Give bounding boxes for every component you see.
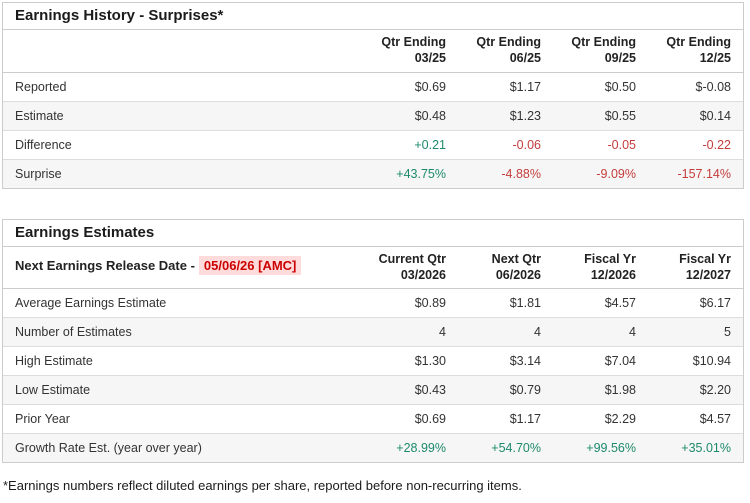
cell-value: +54.70%	[458, 433, 553, 462]
column-header-line1: Qtr Ending	[476, 35, 541, 49]
cell-value: -0.05	[553, 129, 648, 159]
earnings-history-table: Qtr Ending 03/25 Qtr Ending 06/25 Qtr En…	[3, 30, 743, 188]
cell-value: $0.89	[414, 296, 446, 310]
cell-value: $2.29	[553, 404, 648, 434]
cell-value: 4	[553, 317, 648, 347]
cell-value: $4.57	[604, 296, 636, 310]
column-header-line1: Qtr Ending	[381, 35, 446, 49]
cell-value: $0.43	[363, 375, 458, 405]
row-label: Difference	[3, 129, 363, 159]
cell-value: +28.99%	[363, 433, 458, 462]
table-row: Estimate $0.48 $1.23 $0.55 $0.14	[3, 100, 743, 130]
column-header-line1: Current Qtr	[378, 251, 446, 266]
earnings-estimates-header-row: Next Earnings Release Date -05/06/26 [AM…	[3, 246, 743, 289]
row-label: Surprise	[3, 158, 363, 188]
cell-value: $0.50	[604, 79, 636, 94]
table-row: Average Earnings Estimate $0.89 $1.81 $4.57…	[3, 289, 743, 318]
column-header-line2: 06/25	[509, 51, 541, 66]
column-header-line2: 03/2026	[400, 267, 446, 282]
cell-value: $0.55	[553, 100, 648, 130]
earnings-history-title: Earnings History - Surprises*	[3, 3, 743, 30]
column-header-fiscal-yr-2026: Fiscal Yr 12/2026	[553, 246, 648, 289]
column-header-line2: 03/25	[414, 51, 446, 66]
cell-value: $1.17	[509, 79, 541, 94]
cell-value: $1.23	[458, 100, 553, 130]
column-header-line1: Next Qtr	[491, 251, 541, 266]
row-label: Average Earnings Estimate	[15, 296, 167, 310]
cell-value: $7.04	[553, 346, 648, 376]
column-header-line2: 06/2026	[495, 267, 541, 282]
table-row: Difference +0.21 -0.06 -0.05 -0.22	[3, 129, 743, 159]
column-header-current-qtr: Current Qtr 03/2026	[363, 246, 458, 289]
column-header-line2: 12/25	[699, 51, 731, 66]
table-row: Low Estimate $0.43 $0.79 $1.98 $2.20	[3, 375, 743, 405]
cell-value: $0.48	[363, 100, 458, 130]
column-header-line1: Qtr Ending	[666, 35, 731, 49]
cell-value: $0.69	[414, 79, 446, 94]
column-header-line1: Qtr Ending	[571, 35, 636, 49]
column-header-qtr-1225: Qtr Ending 12/25	[648, 30, 743, 73]
column-header-line1: Fiscal Yr	[679, 251, 731, 266]
cell-value: $4.57	[648, 404, 743, 434]
table-row: Number of Estimates 4 4 4 5	[3, 317, 743, 347]
cell-value: $0.69	[363, 404, 458, 434]
table-row: Surprise +43.75% -4.88% -9.09% -157.14%	[3, 158, 743, 188]
earnings-estimates-card: Earnings Estimates Next Earnings Release…	[2, 218, 744, 463]
row-label: High Estimate	[3, 346, 363, 376]
row-label: Estimate	[3, 100, 363, 130]
cell-value: -9.09%	[553, 158, 648, 188]
cell-value: $1.17	[458, 404, 553, 434]
cell-value: $1.30	[363, 346, 458, 376]
column-header-line2: 12/2027	[685, 267, 731, 282]
footnote: *Earnings numbers reflect diluted earnin…	[3, 478, 522, 493]
cell-value: +99.56%	[553, 433, 648, 462]
earnings-history-header-row: Qtr Ending 03/25 Qtr Ending 06/25 Qtr En…	[3, 30, 743, 73]
release-date-label: Next Earnings Release Date -	[15, 258, 195, 274]
earnings-estimates-table: Next Earnings Release Date -05/06/26 [AM…	[3, 246, 743, 462]
cell-value: +43.75%	[363, 158, 458, 188]
column-header-next-qtr: Next Qtr 06/2026	[458, 246, 553, 289]
cell-value: -0.22	[648, 129, 743, 159]
column-header-line1: Fiscal Yr	[584, 251, 636, 266]
cell-value: 5	[648, 317, 743, 347]
cell-value: $0.79	[458, 375, 553, 405]
column-header-fiscal-yr-2027: Fiscal Yr 12/2027	[648, 246, 743, 289]
column-header-line2: 09/25	[604, 51, 636, 66]
table-row: High Estimate $1.30 $3.14 $7.04 $10.94	[3, 346, 743, 376]
cell-value: $2.20	[648, 375, 743, 405]
row-label: Prior Year	[3, 404, 363, 434]
cell-value: 4	[363, 317, 458, 347]
cell-value: -4.88%	[458, 158, 553, 188]
cell-value: -157.14%	[648, 158, 743, 188]
cell-value: 4	[458, 317, 553, 347]
row-label: Low Estimate	[3, 375, 363, 405]
cell-value: +35.01%	[648, 433, 743, 462]
table-row: Growth Rate Est. (year over year) +28.99%…	[3, 433, 743, 462]
cell-value: $1.98	[553, 375, 648, 405]
cell-value: $3.14	[458, 346, 553, 376]
row-label: Growth Rate Est. (year over year)	[3, 433, 363, 462]
cell-value: $10.94	[648, 346, 743, 376]
header-spacer	[3, 30, 363, 73]
column-header-line2: 12/2026	[590, 267, 636, 282]
table-row: Reported $0.69 $1.17 $0.50 $-0.08	[3, 72, 743, 101]
release-date-value: 05/06/26 [AMC]	[198, 256, 302, 276]
cell-value: $1.81	[509, 296, 541, 310]
row-label: Number of Estimates	[3, 317, 363, 347]
cell-value: $-0.08	[695, 79, 731, 94]
cell-value: $0.14	[648, 100, 743, 130]
cell-value: $6.17	[699, 296, 731, 310]
row-label: Reported	[15, 79, 67, 94]
next-earnings-release: Next Earnings Release Date -05/06/26 [AM…	[3, 246, 363, 289]
column-header-qtr-0625: Qtr Ending 06/25	[458, 30, 553, 73]
earnings-estimates-title: Earnings Estimates	[3, 220, 743, 247]
column-header-qtr-0325: Qtr Ending 03/25	[363, 30, 458, 73]
column-header-qtr-0925: Qtr Ending 09/25	[553, 30, 648, 73]
table-row: Prior Year $0.69 $1.17 $2.29 $4.57	[3, 404, 743, 434]
cell-value: +0.21	[363, 129, 458, 159]
cell-value: -0.06	[458, 129, 553, 159]
earnings-history-card: Earnings History - Surprises* Qtr Ending…	[2, 2, 744, 189]
